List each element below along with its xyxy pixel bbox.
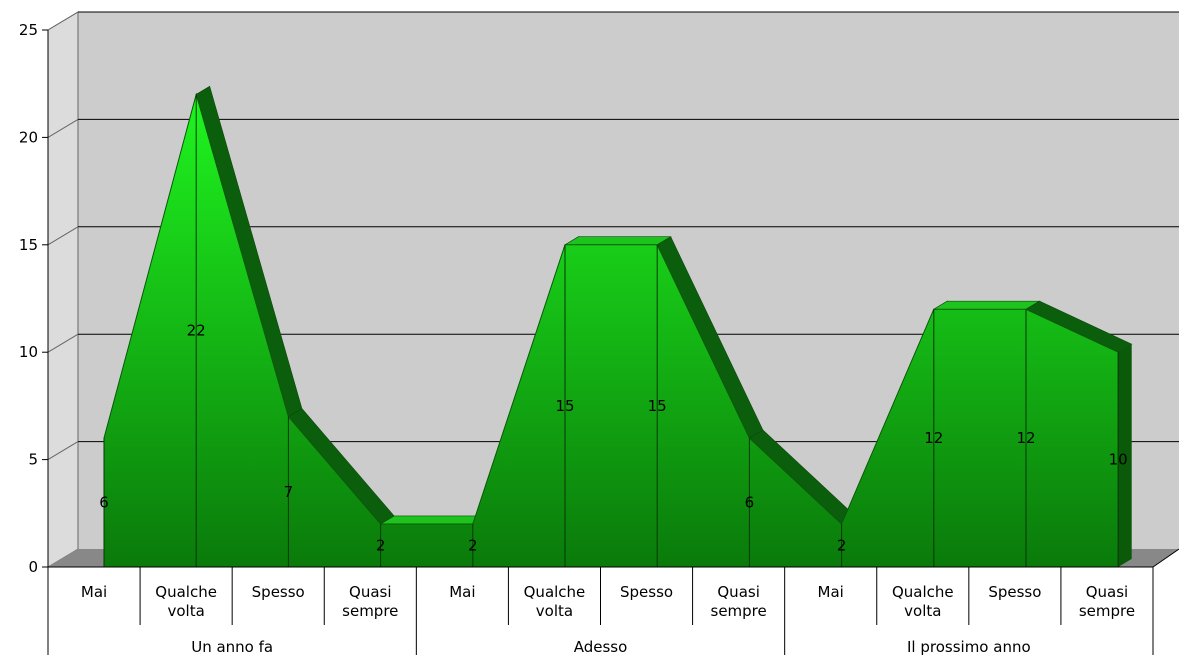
y-tick-label: 5 bbox=[28, 451, 38, 469]
x-axis-depth-line bbox=[1152, 548, 1179, 568]
data-label: 6 bbox=[99, 494, 109, 512]
data-label: 2 bbox=[468, 537, 478, 555]
data-label: 15 bbox=[555, 397, 574, 415]
x-category-label: Qualche volta bbox=[155, 583, 217, 620]
data-label: 12 bbox=[1016, 429, 1035, 447]
data-label: 7 bbox=[284, 483, 294, 501]
y-tick-label: 0 bbox=[28, 558, 38, 576]
gridline-diagonal bbox=[47, 11, 79, 31]
data-label: 15 bbox=[648, 397, 667, 415]
y-tick-label: 25 bbox=[19, 21, 38, 39]
data-label: 6 bbox=[745, 494, 755, 512]
x-category-label: Quasi sempre bbox=[342, 583, 398, 620]
gridline-diagonal bbox=[47, 333, 79, 353]
x-category-label: Spesso bbox=[620, 583, 673, 601]
x-axis: Mai Qualche volta Spesso Quasi sempre Mai Qualc… bbox=[47, 548, 1179, 655]
data-label: 2 bbox=[376, 537, 386, 555]
y-tick-label: 15 bbox=[19, 236, 38, 254]
x-group-label: Il prossimo anno bbox=[907, 638, 1031, 655]
x-group-label: Adesso bbox=[574, 638, 628, 655]
data-label: 22 bbox=[187, 322, 206, 340]
x-category-label: Mai bbox=[818, 583, 844, 601]
y-axis: 0 5 10 15 20 25 bbox=[19, 21, 49, 576]
area-end-face bbox=[1118, 344, 1132, 567]
x-category-label: Quasi sempre bbox=[1079, 583, 1135, 620]
area-top-face bbox=[379, 515, 488, 525]
x-category-label: Quasi sempre bbox=[711, 583, 767, 620]
gridline-diagonal bbox=[47, 441, 79, 461]
x-category-label: Spesso bbox=[252, 583, 305, 601]
area-top-face bbox=[932, 300, 1041, 310]
y-tick-label: 20 bbox=[19, 128, 38, 146]
side-wall bbox=[47, 11, 79, 568]
data-label: 12 bbox=[924, 429, 943, 447]
gridline-diagonal bbox=[47, 118, 79, 138]
area-series bbox=[103, 85, 1133, 568]
y-tick-label: 10 bbox=[19, 343, 38, 361]
x-category-label: Mai bbox=[81, 583, 107, 601]
area-top-face bbox=[563, 236, 672, 246]
x-category-label: Qualche volta bbox=[892, 583, 954, 620]
x-category-label: Qualche volta bbox=[524, 583, 586, 620]
data-label: 2 bbox=[837, 537, 847, 555]
x-group-label: Un anno fa bbox=[191, 638, 273, 655]
gridline-diagonal bbox=[47, 226, 79, 246]
x-category-label: Spesso bbox=[988, 583, 1041, 601]
x-category-label: Mai bbox=[449, 583, 475, 601]
data-label: 10 bbox=[1109, 451, 1128, 469]
